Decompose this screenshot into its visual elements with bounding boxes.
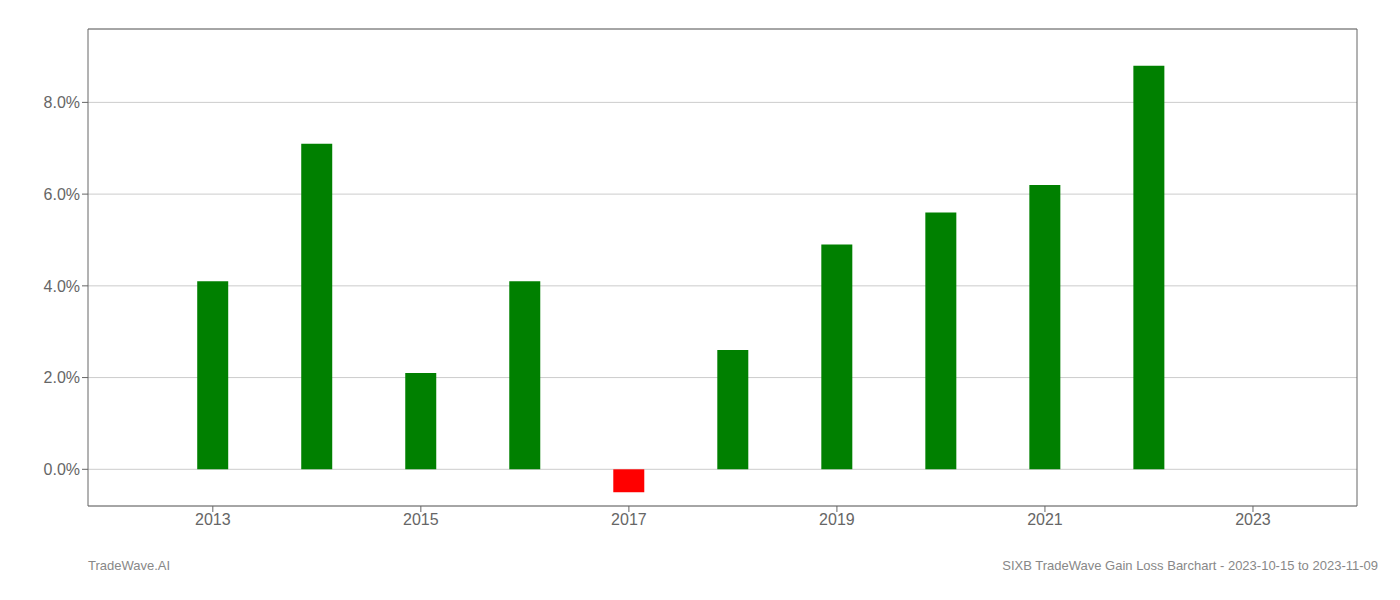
svg-text:6.0%: 6.0%: [44, 186, 80, 203]
svg-text:0.0%: 0.0%: [44, 461, 80, 478]
html-text:TradeWave.AI: TradeWave.AI: [88, 558, 171, 573]
html-text:SIXB TradeWave Gain Loss Barch: SIXB TradeWave Gain Loss Barchart - 2023…: [1002, 558, 1378, 573]
svg-text:2023: 2023: [1235, 511, 1271, 528]
svg-text:2021: 2021: [1027, 511, 1063, 528]
svg-text:2.0%: 2.0%: [44, 369, 80, 386]
svg-text:2015: 2015: [403, 511, 439, 528]
svg-text:2017: 2017: [611, 511, 647, 528]
svg-text:2019: 2019: [819, 511, 855, 528]
svg-text:8.0%: 8.0%: [44, 94, 80, 111]
svg-text:4.0%: 4.0%: [44, 278, 80, 295]
svg-text:2013: 2013: [195, 511, 231, 528]
